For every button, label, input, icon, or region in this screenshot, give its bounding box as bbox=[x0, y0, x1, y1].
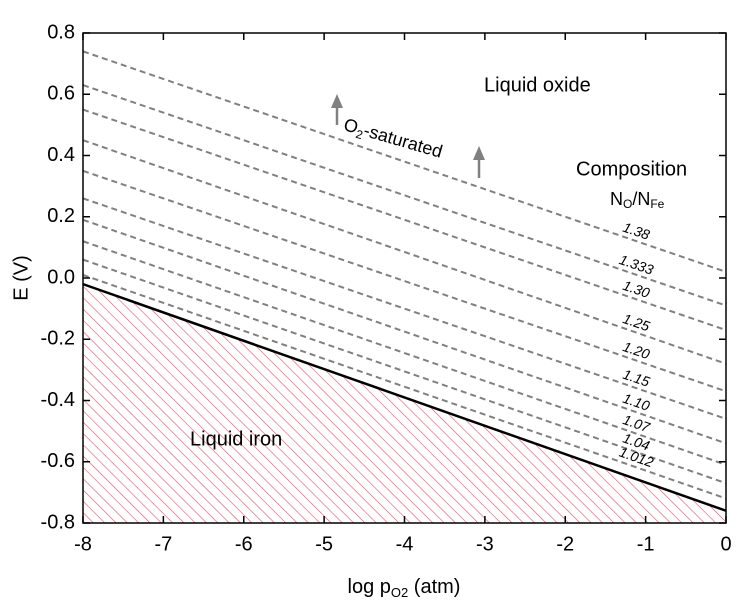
series-line bbox=[82, 169, 727, 393]
x-tick-label: -4 bbox=[396, 533, 414, 555]
arrows bbox=[331, 94, 485, 178]
y-tick-label: 0.8 bbox=[47, 21, 75, 43]
series-line bbox=[82, 139, 727, 365]
text: O bbox=[342, 114, 361, 137]
boundary-line bbox=[82, 282, 727, 512]
plot: 1.381.3331.301.251.201.151.101.071.041.0… bbox=[41, 21, 732, 555]
series-line bbox=[82, 197, 727, 420]
y-tick-label: 0.6 bbox=[47, 83, 75, 105]
series-label: 1.25 bbox=[621, 310, 652, 334]
text: O bbox=[623, 197, 632, 211]
region-label: Liquid iron bbox=[190, 428, 282, 450]
text: log p bbox=[348, 576, 391, 598]
svg-text:O2-saturated: O2-saturated bbox=[341, 114, 445, 165]
y-tick-label: 0.2 bbox=[47, 205, 75, 227]
series-label: 1.333 bbox=[617, 251, 656, 278]
x-axis-label: log pO2 (atm) bbox=[348, 576, 461, 600]
text: /N bbox=[632, 189, 650, 209]
text: (atm) bbox=[408, 576, 460, 598]
x-tick-label: -7 bbox=[154, 533, 172, 555]
x-tick-label: -3 bbox=[476, 533, 494, 555]
x-tick-label: -6 bbox=[235, 533, 253, 555]
text: O2 bbox=[391, 585, 408, 600]
series-line bbox=[82, 84, 727, 307]
series-line bbox=[82, 108, 727, 332]
y-tick-label: -0.4 bbox=[41, 389, 75, 411]
x-tick-label: -2 bbox=[556, 533, 574, 555]
series-label: 1.30 bbox=[621, 277, 652, 301]
y-tick-label: -0.8 bbox=[41, 511, 75, 533]
region-label: Liquid oxide bbox=[484, 74, 591, 96]
text: -saturated bbox=[361, 120, 444, 162]
series-line bbox=[82, 218, 727, 445]
y-tick-label: -0.2 bbox=[41, 328, 75, 350]
y-axis-label: E (V) bbox=[10, 255, 32, 301]
y-tick-label: 0.4 bbox=[47, 144, 75, 166]
series-line bbox=[82, 258, 727, 485]
legend-title: Composition bbox=[576, 158, 687, 180]
series-line bbox=[82, 50, 727, 273]
region bbox=[83, 284, 726, 523]
x-tick-label: -5 bbox=[315, 533, 333, 555]
y-tick-label: -0.6 bbox=[41, 450, 75, 472]
arrow-head bbox=[331, 94, 343, 108]
x-tick-label: -1 bbox=[637, 533, 655, 555]
legend-subtitle: NO/NFe bbox=[610, 189, 665, 211]
x-tick-label: -8 bbox=[74, 533, 92, 555]
series-label: 1.20 bbox=[621, 338, 652, 362]
arrow-head bbox=[473, 146, 485, 160]
y-tick-label: 0.0 bbox=[47, 266, 75, 288]
text: 2 bbox=[354, 127, 365, 142]
series-line bbox=[82, 240, 727, 466]
x-tick-label: 0 bbox=[720, 533, 731, 555]
series-label: 1.15 bbox=[621, 366, 652, 390]
series-label: 1.38 bbox=[621, 219, 652, 243]
series-line bbox=[82, 273, 727, 500]
text: Fe bbox=[650, 197, 664, 211]
text: N bbox=[610, 189, 623, 209]
annotation: O2-saturated bbox=[341, 114, 445, 165]
